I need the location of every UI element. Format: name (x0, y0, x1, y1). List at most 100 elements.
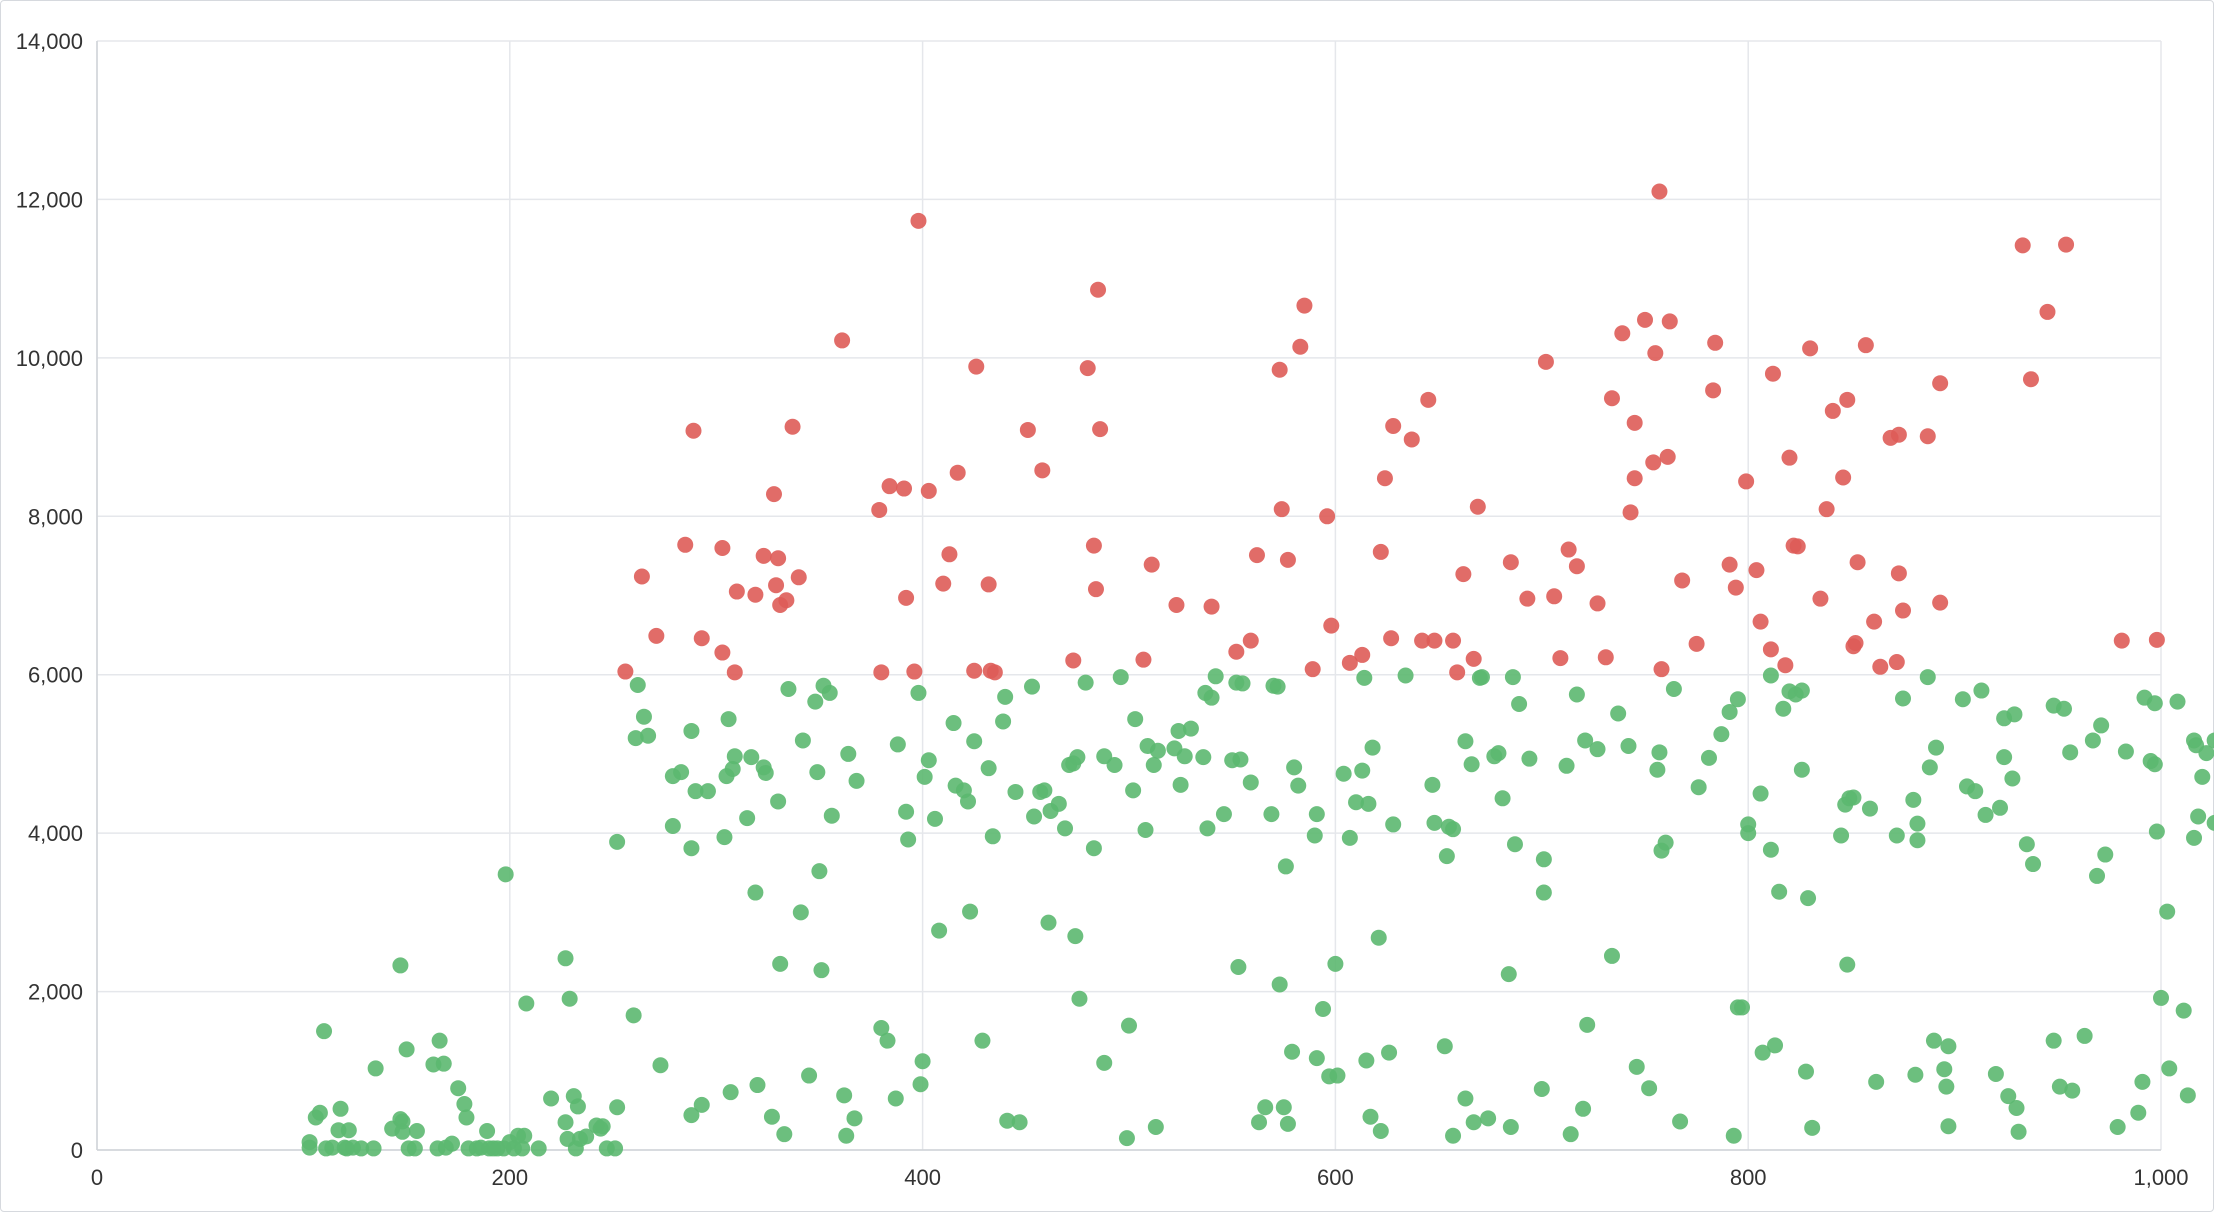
scatter-point (561, 990, 578, 1007)
scatter-point (1023, 678, 1040, 695)
scatter-point (1661, 313, 1678, 330)
scatter-point (1234, 675, 1251, 692)
scatter-point (1721, 556, 1738, 573)
scatter-point (722, 1084, 739, 1101)
scatter-point (1938, 1078, 1955, 1095)
scatter-point (1940, 1118, 1957, 1135)
scatter-point (879, 1032, 896, 1049)
scatter-point (1360, 795, 1377, 812)
scatter-point (1890, 426, 1907, 443)
scatter-point (2134, 1073, 2151, 1090)
scatter-point (1940, 1038, 1957, 1055)
scatter-point (770, 793, 787, 810)
scatter-point (1987, 1065, 2004, 1082)
scatter-point (1729, 691, 1746, 708)
scatter-point (807, 693, 824, 710)
scatter-point (1354, 762, 1371, 779)
scatter-point (763, 1108, 780, 1125)
scatter-point (1568, 686, 1585, 703)
scatter-point (687, 783, 704, 800)
scatter-point (2117, 743, 2134, 760)
scatter-point (974, 1032, 991, 1049)
scatter-point (2198, 745, 2214, 762)
scatter-point (1907, 1066, 1924, 1083)
scatter-point (2006, 706, 2023, 723)
scatter-point (1789, 538, 1806, 555)
x-tick-label: 400 (904, 1165, 941, 1190)
scatter-point (739, 810, 756, 827)
scatter-point (986, 664, 1003, 681)
scatter-point (840, 745, 857, 762)
scatter-point (1800, 890, 1817, 907)
scatter-point (408, 1122, 425, 1139)
scatter-point (1182, 720, 1199, 737)
scatter-point (2206, 732, 2214, 749)
scatter-point (1688, 635, 1705, 652)
scatter-point (821, 684, 838, 701)
scatter-point (1775, 700, 1792, 717)
scatter-point (1438, 848, 1455, 865)
scatter-point (778, 592, 795, 609)
scatter-point (770, 550, 787, 567)
scatter-point (747, 884, 764, 901)
scatter-point (1490, 745, 1507, 762)
scatter-point (887, 1090, 904, 1107)
scatter-point (898, 803, 915, 820)
scatter-point (516, 1127, 533, 1144)
scatter-point (1519, 590, 1536, 607)
scatter-point (1511, 696, 1528, 713)
scatter-point (1170, 722, 1187, 739)
scatter-point (1457, 1090, 1474, 1107)
scatter-point (497, 866, 514, 883)
scatter-point (1232, 751, 1249, 768)
scatter-point (2014, 237, 2031, 254)
scatter-point (1147, 1119, 1164, 1136)
scatter-point (1118, 1130, 1135, 1147)
scatter-point (1381, 1044, 1398, 1061)
scatter-point (945, 715, 962, 732)
scatter-point (1535, 884, 1552, 901)
scatter-point (435, 1055, 452, 1072)
scatter-point (838, 1127, 855, 1144)
scatter-point (1919, 428, 1936, 445)
scatter-point (1992, 799, 2009, 816)
scatter-point (2153, 989, 2169, 1006)
grid (96, 40, 2162, 1151)
scatter-point (1579, 1016, 1596, 1033)
scatter-point (1457, 733, 1474, 750)
scatter-point (1690, 779, 1707, 796)
scatter-point (1868, 1073, 1885, 1090)
scatter-point (594, 1118, 611, 1135)
scatter-point (316, 1023, 333, 1040)
scatter-point (683, 1107, 700, 1124)
scatter-point (999, 1112, 1016, 1129)
scatter-point (2055, 700, 2072, 717)
scatter-point (1895, 690, 1911, 707)
scatter-point (910, 684, 927, 701)
scatter-point (813, 962, 830, 979)
scatter-point (1568, 558, 1585, 575)
scatter-point (714, 644, 731, 661)
scatter-point (1932, 375, 1949, 392)
scatter-point (1228, 643, 1245, 660)
scatter-point (1011, 1114, 1028, 1131)
scatter-point (1383, 630, 1400, 647)
scatter-point (699, 783, 716, 800)
scatter-point (720, 711, 737, 728)
scatter-point (1861, 800, 1878, 817)
scatter-point (311, 1104, 328, 1121)
scatter-point (1996, 749, 2013, 766)
scatter-point (912, 1076, 929, 1093)
scatter-point (1502, 1119, 1519, 1136)
scatter-point (1143, 556, 1160, 573)
scatter-point (1494, 790, 1511, 807)
scatter-point (1251, 1114, 1268, 1131)
scatter-point (881, 478, 898, 495)
scatter-point (1092, 421, 1109, 438)
scatter-point (1370, 929, 1387, 946)
scatter-point (2089, 867, 2106, 884)
scatter-point (1145, 757, 1162, 774)
scatter-point (1521, 750, 1538, 767)
scatter-point (1502, 554, 1519, 571)
